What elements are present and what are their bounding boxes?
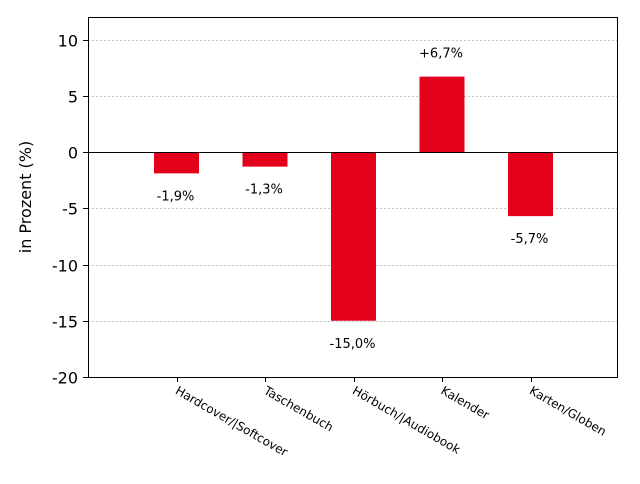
y-tick-label: -15 [52, 313, 78, 332]
x-tick-label: Kalender [439, 383, 492, 422]
data-label: +6,7% [419, 47, 463, 62]
y-tick-label: -20 [52, 369, 78, 388]
y-tick-label: 0 [68, 144, 78, 163]
y-axis-title: in Prozent (%) [16, 141, 35, 253]
data-label: -1,3% [245, 183, 283, 198]
x-tick-label: Karten/Globen [527, 383, 609, 438]
data-labels: -1,9% -1,3% -15,0% +6,7% -5,7% [157, 47, 549, 352]
x-tick-label: Taschenbuch [261, 383, 336, 434]
data-label: -15,0% [330, 337, 376, 352]
bar [419, 76, 465, 152]
bar [331, 152, 376, 321]
y-tick-label: -5 [62, 200, 78, 219]
y-tick-label: 10 [58, 32, 78, 51]
bar [508, 152, 553, 217]
data-label: -1,9% [157, 189, 195, 204]
y-tick-label: 5 [68, 88, 78, 107]
plot-frame [88, 17, 618, 378]
bar [154, 152, 199, 174]
data-label: -5,7% [511, 232, 549, 247]
y-tick-label: -10 [52, 257, 78, 276]
bar [242, 152, 288, 167]
y-axis-ticks: 10 5 0 -5 -10 -15 -20 [52, 32, 88, 388]
bars [154, 76, 553, 321]
